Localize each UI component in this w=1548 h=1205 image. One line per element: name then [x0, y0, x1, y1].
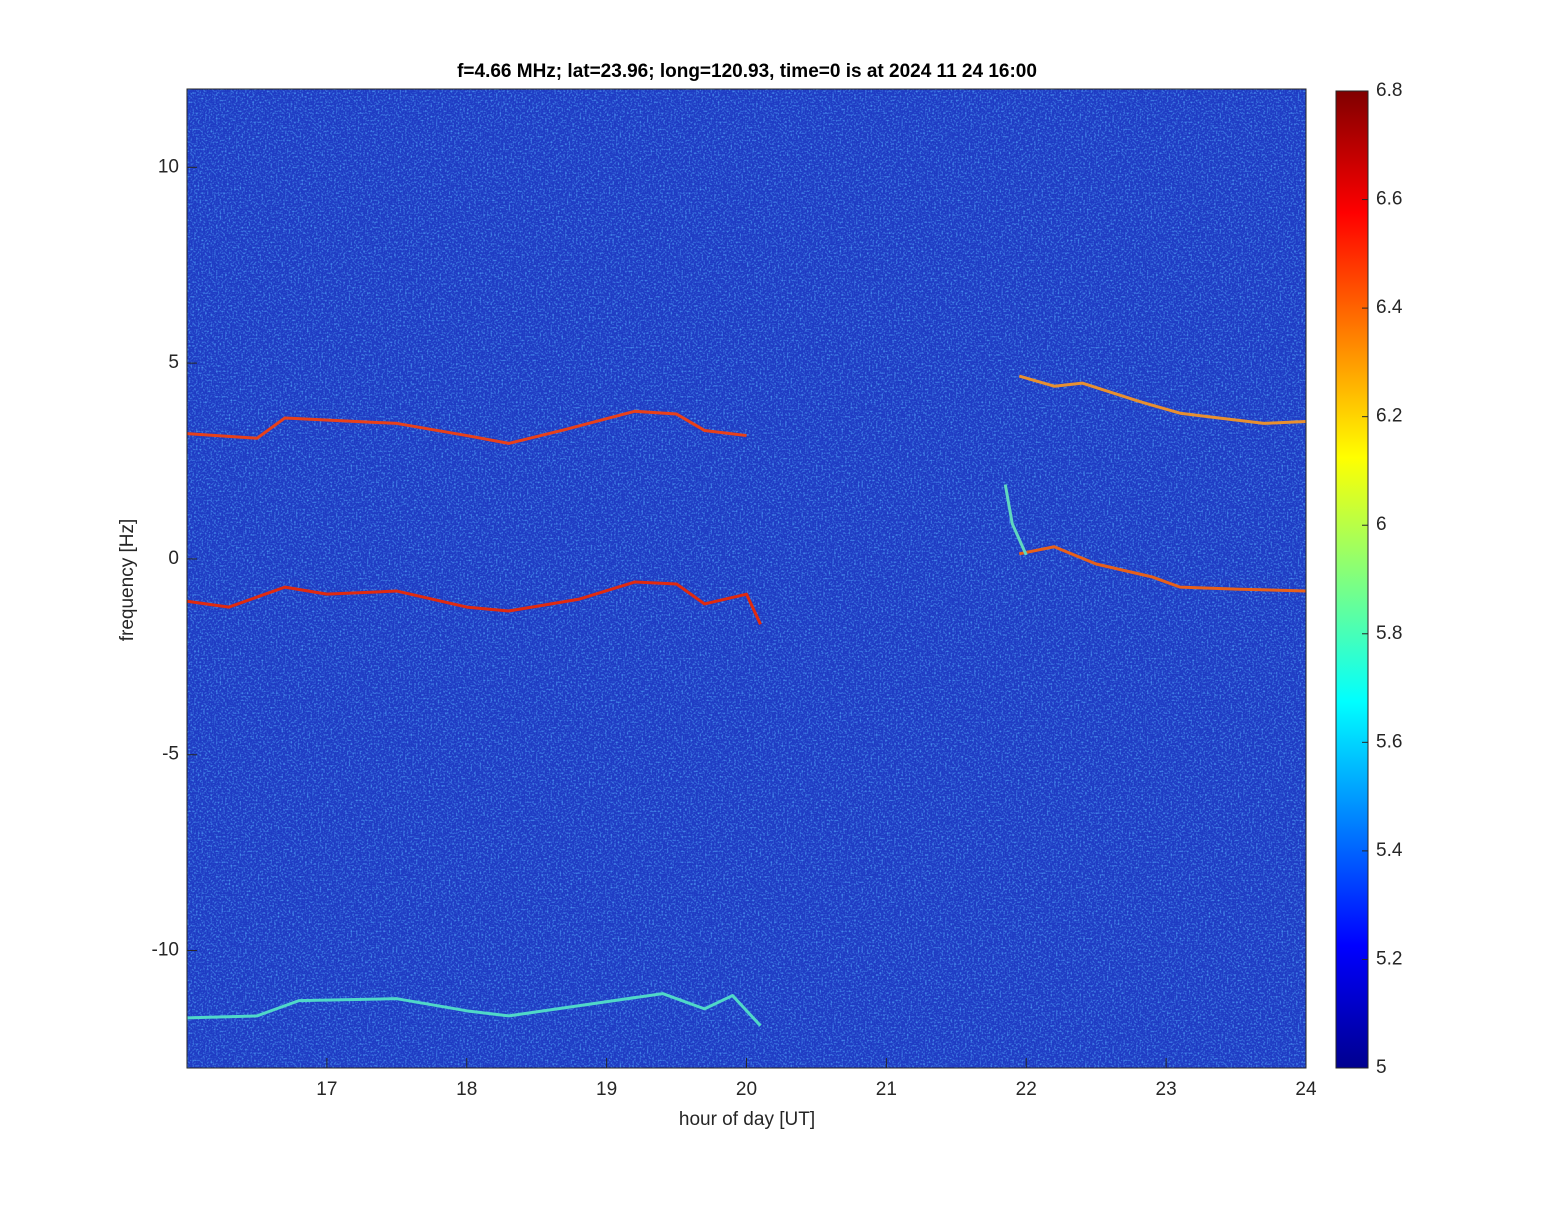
trace	[1003, 484, 1028, 556]
colorbar-tick-label: 6	[1376, 514, 1387, 535]
colorbar-tick-label: 5.4	[1376, 840, 1403, 861]
x-tick-label: 24	[1295, 1079, 1317, 1100]
colorbar-tick-label: 6.4	[1376, 297, 1403, 318]
x-tick-label: 23	[1156, 1079, 1177, 1100]
colorbar-tick-label: 6.2	[1376, 406, 1402, 427]
colorbar-tick-label: 5.2	[1376, 948, 1402, 969]
x-tick-label: 21	[876, 1079, 897, 1100]
colorbar-tick-label: 5.8	[1376, 623, 1402, 644]
y-tick-label: -10	[152, 940, 179, 961]
y-tick-label: 10	[158, 156, 179, 177]
trace	[187, 409, 747, 445]
y-tick-label: 0	[168, 548, 179, 569]
trace	[1018, 545, 1306, 593]
noise-texture	[187, 89, 1306, 1068]
x-axis-label: hour of day [UT]	[679, 1109, 815, 1130]
colorbar	[1335, 90, 1369, 1069]
plot-area	[187, 374, 1306, 1027]
y-tick-label: 5	[168, 352, 179, 373]
y-tick-label: -5	[162, 744, 179, 765]
trace	[187, 992, 762, 1027]
x-tick-label: 17	[316, 1079, 337, 1100]
x-tick-label: 18	[456, 1079, 477, 1100]
colorbar-tick-label: 5	[1376, 1057, 1387, 1078]
x-tick-label: 22	[1016, 1079, 1037, 1100]
x-tick-label: 20	[736, 1079, 757, 1100]
colorbar-tick-label: 5.6	[1376, 731, 1402, 752]
colorbar-tick-label: 6.6	[1376, 189, 1402, 210]
y-axis-label: frequency [Hz]	[117, 519, 138, 642]
chart-title: f=4.66 MHz; lat=23.96; long=120.93, time…	[457, 61, 1037, 82]
trace	[1018, 374, 1306, 425]
colorbar-tick-label: 6.8	[1376, 80, 1402, 101]
x-tick-label: 19	[596, 1079, 617, 1100]
trace	[187, 580, 762, 625]
